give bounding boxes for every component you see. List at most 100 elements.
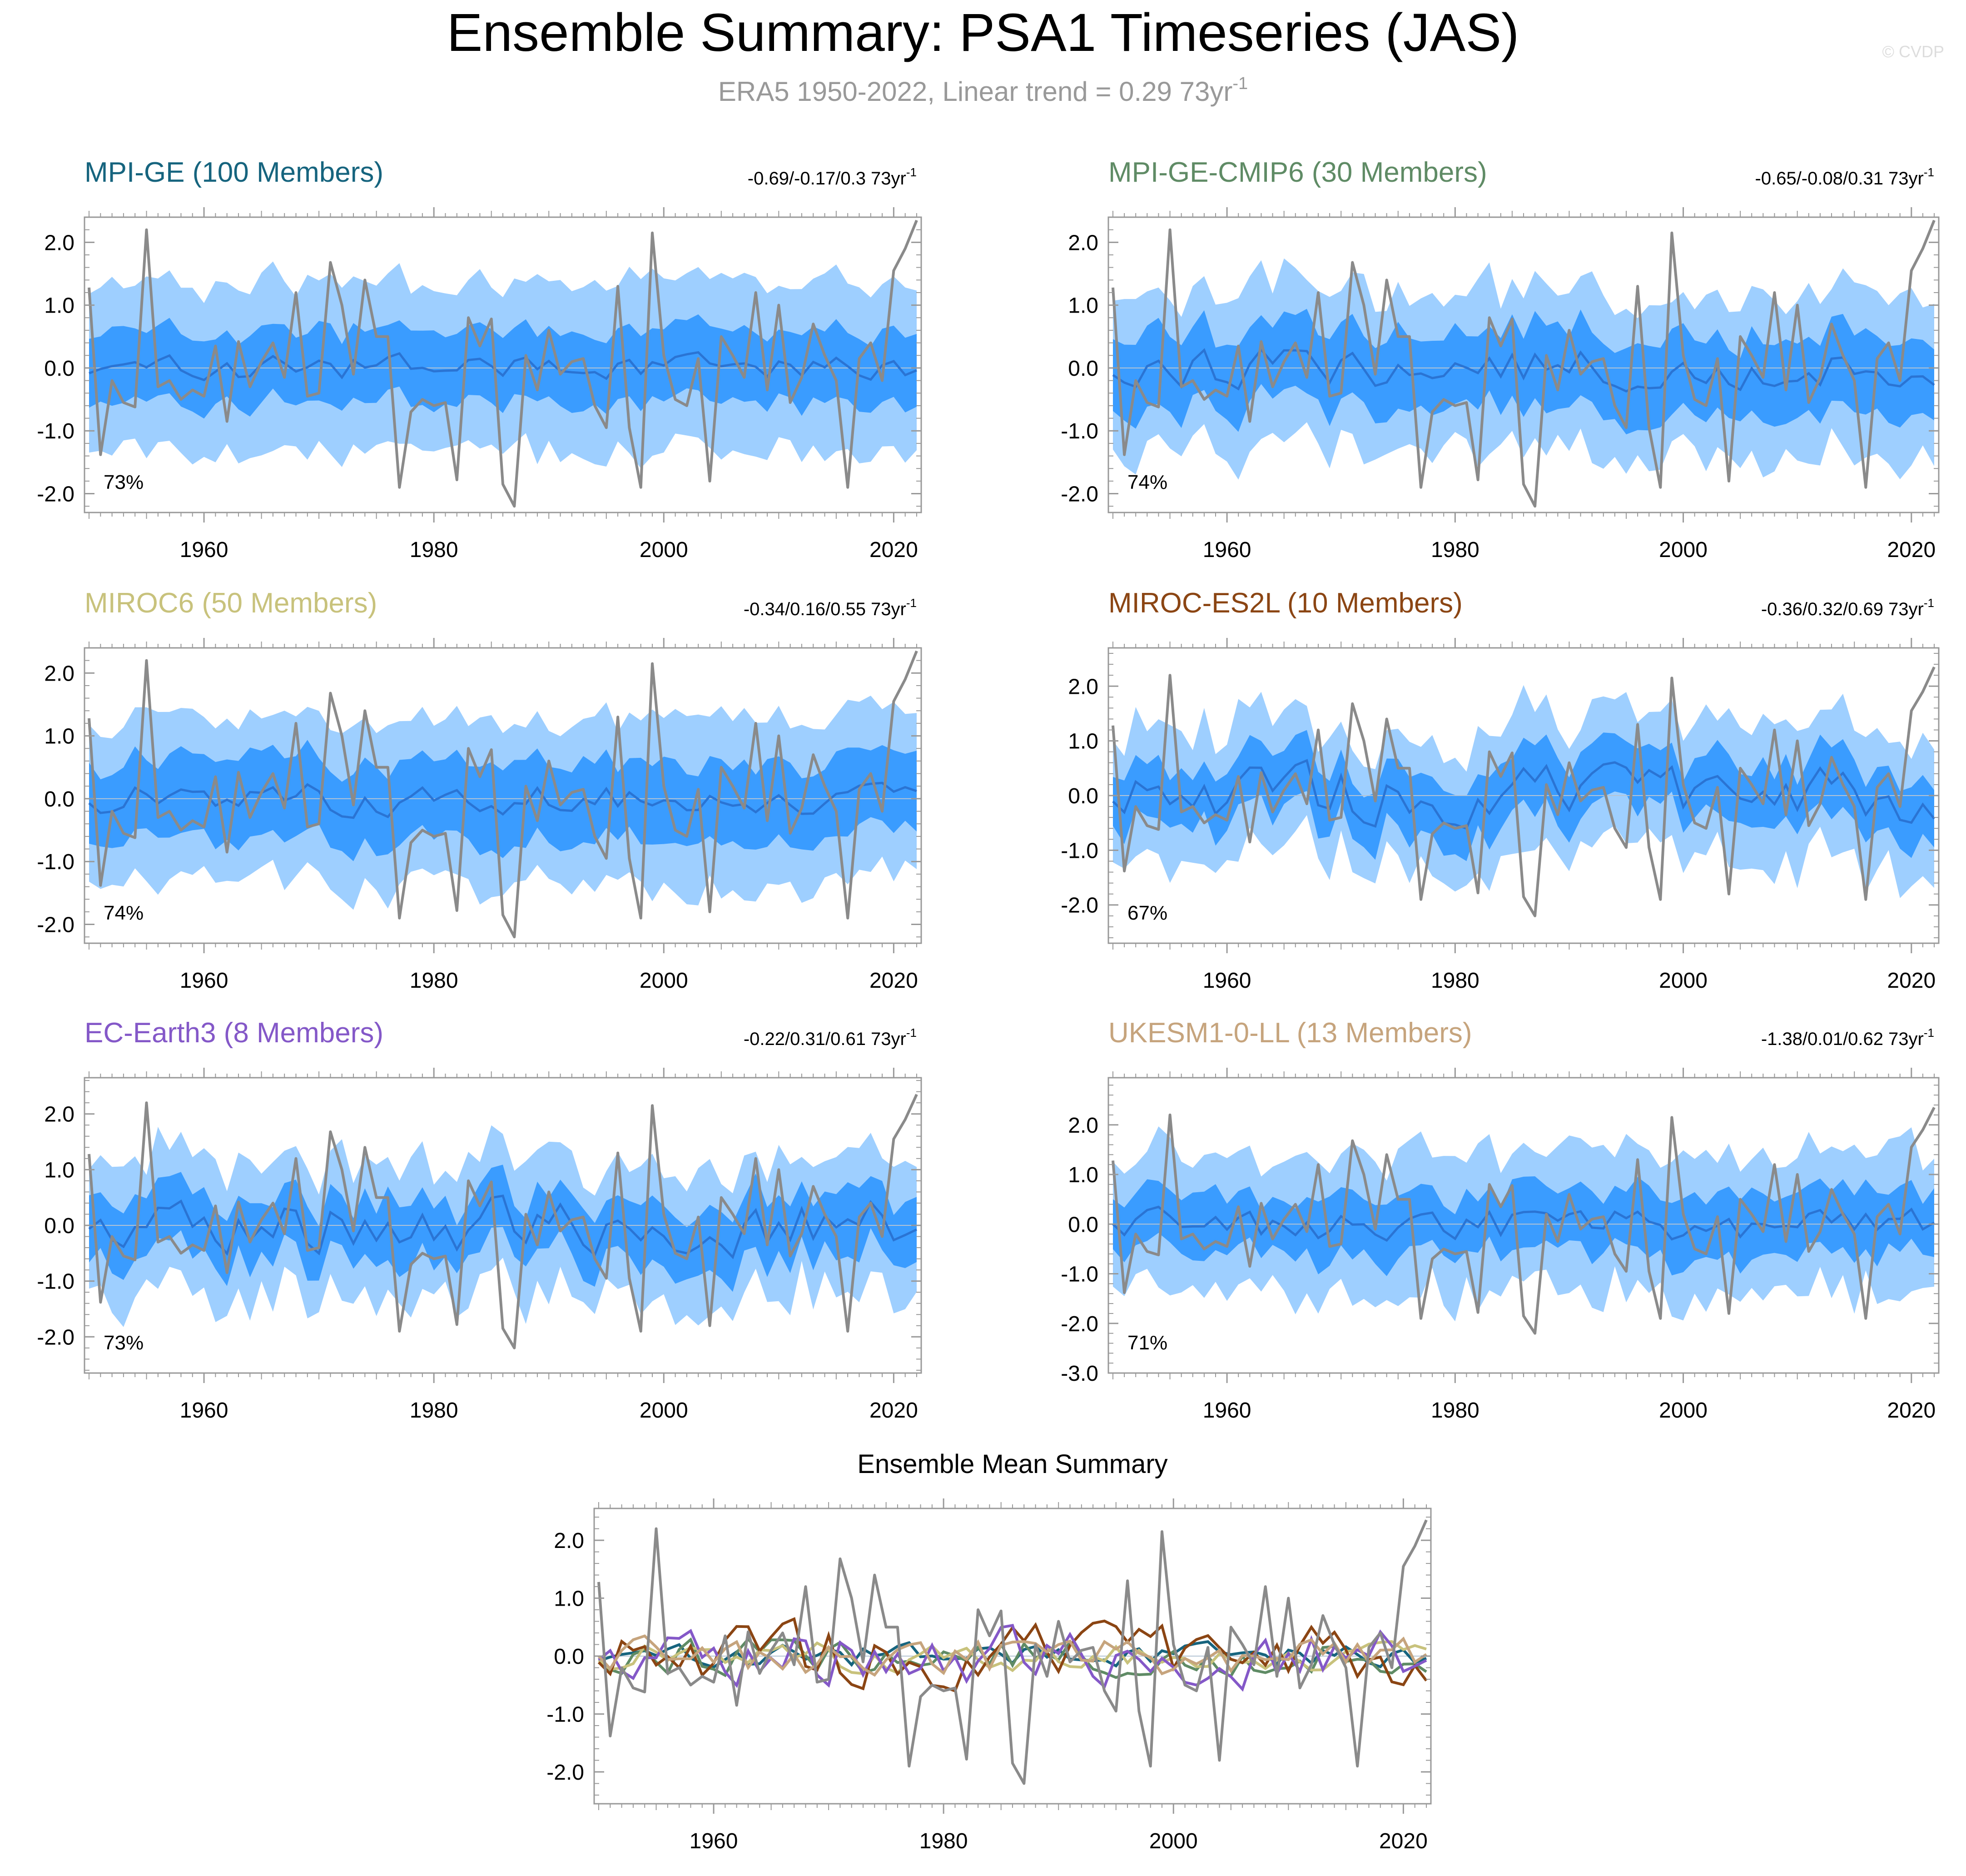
watermark-text: © CVDP bbox=[1882, 42, 1944, 61]
trend-label-sup: -1 bbox=[1924, 1026, 1934, 1040]
panel-title: MPI-GE-CMIP6 (30 Members) bbox=[1108, 157, 1487, 188]
inner-spread-band bbox=[1113, 1176, 1934, 1276]
trend-label: -0.69/-0.17/0.3 73yr-1 bbox=[748, 165, 917, 189]
trend-label-text: -0.34/0.16/0.55 73yr bbox=[744, 599, 906, 619]
y-tick-label: -1.0 bbox=[37, 850, 74, 874]
y-tick-label: -2.0 bbox=[37, 483, 74, 507]
panel-ec-earth3: EC-Earth3 (8 Members) -0.22/0.31/0.61 73y… bbox=[37, 1017, 922, 1423]
y-tick-label: -2.0 bbox=[1061, 894, 1098, 918]
observations-line bbox=[88, 650, 918, 939]
y-tick-label: 2.0 bbox=[1068, 231, 1098, 255]
trend-label-text: -0.22/0.31/0.61 73yr bbox=[744, 1029, 906, 1049]
y-tick-label: 2.0 bbox=[44, 662, 74, 686]
y-tick-label: 0.0 bbox=[44, 357, 74, 381]
panel-title: MPI-GE (100 Members) bbox=[84, 157, 383, 188]
ensemble-mean-line bbox=[88, 1194, 918, 1259]
x-tick-label: 2000 bbox=[1659, 1398, 1708, 1423]
x-tick-label: 2000 bbox=[640, 1398, 688, 1423]
panel-title: MIROC6 (50 Members) bbox=[84, 587, 377, 619]
trend-label-sup: -1 bbox=[906, 165, 917, 179]
y-tick-label: 0.0 bbox=[554, 1645, 584, 1669]
x-tick-label: 2020 bbox=[869, 969, 918, 993]
x-tick-label: 1980 bbox=[1431, 969, 1479, 993]
y-tick-label: -2.0 bbox=[37, 913, 74, 937]
panel-mpi-ge-cmip6: MPI-GE-CMIP6 (30 Members) -0.65/-0.08/0.3… bbox=[1061, 157, 1940, 562]
y-tick-label: 1.0 bbox=[1068, 730, 1098, 754]
ensemble-mean-line bbox=[1112, 348, 1935, 393]
y-tick-label: 1.0 bbox=[44, 725, 74, 749]
percent-label: 73% bbox=[104, 1332, 144, 1354]
y-tick-label: -2.0 bbox=[37, 1325, 74, 1349]
y-tick-label: 0.0 bbox=[1068, 357, 1098, 381]
inner-spread-band bbox=[89, 740, 917, 861]
trend-label: -0.22/0.31/0.61 73yr-1 bbox=[744, 1026, 917, 1049]
y-tick-label: 0.0 bbox=[1068, 1213, 1098, 1237]
panel-title: MIROC-ES2L (10 Members) bbox=[1108, 587, 1463, 619]
inner-spread-band bbox=[89, 314, 917, 419]
x-tick-label: 1980 bbox=[410, 538, 458, 562]
panel-mpi-ge: MPI-GE (100 Members) -0.69/-0.17/0.3 73yr… bbox=[37, 157, 922, 562]
y-tick-label: -1.0 bbox=[37, 419, 74, 443]
x-tick-label: 2020 bbox=[1887, 1398, 1936, 1423]
trend-label: -0.34/0.16/0.55 73yr-1 bbox=[744, 596, 917, 619]
y-tick-label: 1.0 bbox=[1068, 294, 1098, 318]
x-tick-label: 2020 bbox=[869, 1398, 918, 1423]
observations-line bbox=[88, 219, 918, 508]
trend-label-sup: -1 bbox=[1924, 596, 1934, 610]
panel-miroc6: MIROC6 (50 Members) -0.34/0.16/0.55 73yr-… bbox=[37, 587, 922, 993]
observations-line bbox=[1112, 666, 1936, 917]
observations-line bbox=[597, 1519, 1428, 1785]
trend-label-text: -0.69/-0.17/0.3 73yr bbox=[748, 169, 906, 189]
panel-title: Ensemble Mean Summary bbox=[857, 1449, 1167, 1479]
panel-ukesm1-0-ll: UKESM1-0-LL (13 Members) -1.38/0.01/0.62 … bbox=[1061, 1017, 1940, 1423]
x-tick-label: 1980 bbox=[919, 1829, 968, 1853]
y-tick-label: -1.0 bbox=[1061, 1263, 1098, 1287]
percent-label: 74% bbox=[104, 902, 144, 924]
percent-label: 67% bbox=[1127, 902, 1167, 924]
y-tick-label: 2.0 bbox=[1068, 1114, 1098, 1138]
x-tick-label: 1980 bbox=[1431, 538, 1479, 562]
x-tick-label: 2020 bbox=[1887, 969, 1936, 993]
y-tick-label: 1.0 bbox=[44, 1158, 74, 1182]
percent-label: 73% bbox=[104, 471, 144, 493]
y-tick-label: 0.0 bbox=[44, 1214, 74, 1238]
y-tick-label: 0.0 bbox=[1068, 784, 1098, 808]
trend-label-sup: -1 bbox=[1924, 165, 1934, 179]
x-tick-label: 1960 bbox=[1203, 1398, 1251, 1423]
y-tick-label: -1.0 bbox=[1061, 419, 1098, 443]
x-tick-label: 1980 bbox=[410, 969, 458, 993]
y-tick-label: -3.0 bbox=[1061, 1362, 1098, 1386]
y-tick-label: -1.0 bbox=[546, 1702, 584, 1727]
observations-line bbox=[1112, 219, 1936, 508]
series-line-ukesm1-0-ll bbox=[597, 1634, 1427, 1677]
x-tick-label: 1980 bbox=[1431, 1398, 1479, 1423]
panel-ensemble-mean-summary: Ensemble Mean Summary 2.0 1.0 0.0 -1.0 -2.0 19… bbox=[546, 1449, 1432, 1853]
y-tick-label: 1.0 bbox=[1068, 1163, 1098, 1187]
x-tick-label: 2000 bbox=[1659, 538, 1708, 562]
x-tick-label: 1960 bbox=[1203, 538, 1251, 562]
y-tick-label: 2.0 bbox=[554, 1529, 584, 1553]
ensemble-mean-line bbox=[88, 781, 917, 819]
x-tick-label: 1980 bbox=[410, 1398, 458, 1423]
y-tick-label: 2.0 bbox=[44, 231, 74, 255]
y-tick-label: 1.0 bbox=[44, 294, 74, 318]
y-tick-label: 1.0 bbox=[554, 1587, 584, 1611]
x-tick-label: 1960 bbox=[180, 969, 228, 993]
x-tick-label: 1960 bbox=[690, 1829, 738, 1853]
trend-label: -0.65/-0.08/0.31 73yr-1 bbox=[1755, 165, 1934, 189]
y-tick-label: 0.0 bbox=[44, 787, 74, 811]
figure-title: Ensemble Summary: PSA1 Timeseries (JAS) bbox=[447, 3, 1519, 63]
ensemble-mean-line bbox=[1112, 1205, 1935, 1242]
panel-title: UKESM1-0-LL (13 Members) bbox=[1108, 1017, 1472, 1049]
x-tick-label: 2000 bbox=[640, 538, 688, 562]
x-tick-label: 2000 bbox=[1149, 1829, 1198, 1853]
y-tick-label: 2.0 bbox=[44, 1103, 74, 1127]
figure-subtitle-sup: -1 bbox=[1232, 74, 1248, 93]
panel-title: EC-Earth3 (8 Members) bbox=[84, 1017, 383, 1049]
series-line-ec-earth3 bbox=[598, 1623, 1427, 1692]
x-tick-label: 1960 bbox=[180, 538, 228, 562]
x-tick-label: 1960 bbox=[1203, 969, 1251, 993]
percent-label: 71% bbox=[1127, 1332, 1167, 1354]
trend-label-sup: -1 bbox=[906, 1026, 917, 1040]
